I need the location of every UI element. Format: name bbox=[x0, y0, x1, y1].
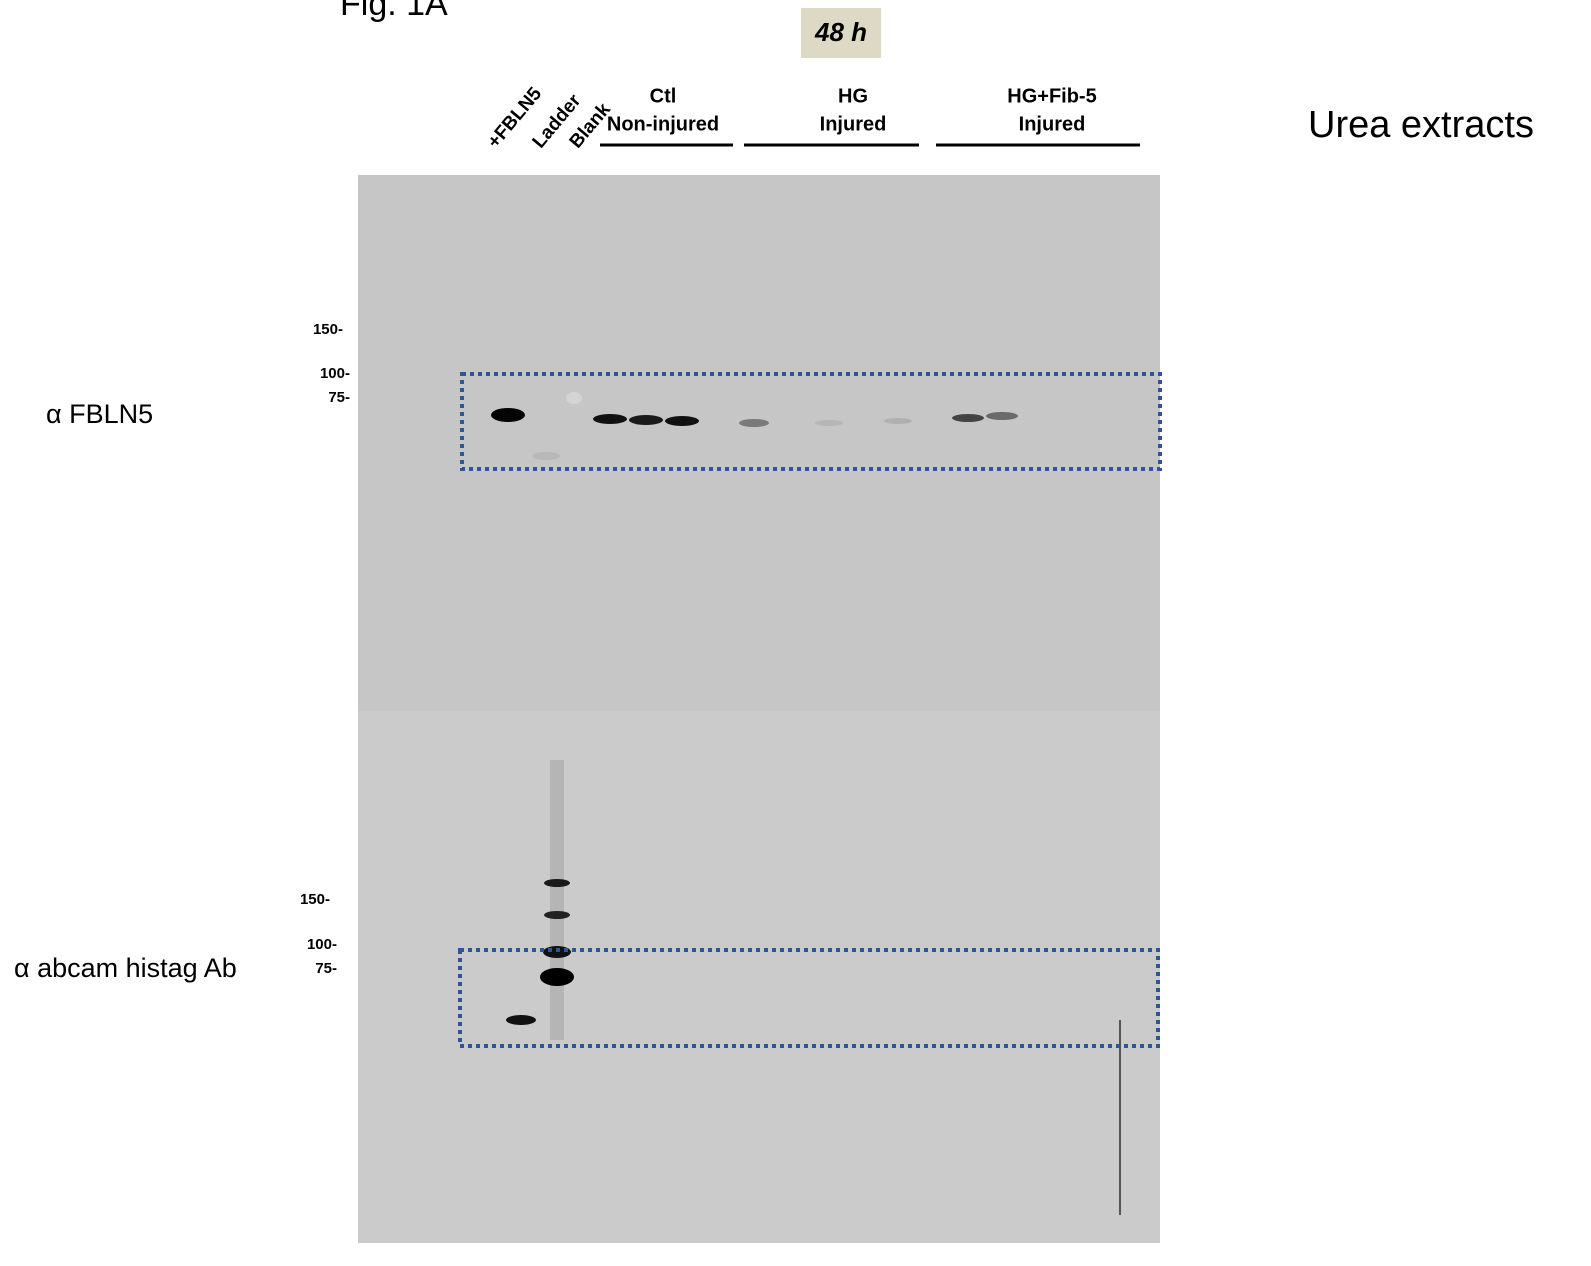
band bbox=[986, 412, 1018, 420]
timepoint: 48 h bbox=[814, 17, 867, 47]
band bbox=[566, 392, 582, 404]
antibody-label: α abcam histag Ab bbox=[14, 953, 237, 983]
blot-bottom bbox=[358, 711, 1160, 1243]
mw-marker: 100- bbox=[307, 936, 337, 953]
band bbox=[665, 416, 699, 426]
antibody-label: α FBLN5 bbox=[46, 399, 153, 429]
band bbox=[952, 414, 984, 422]
band bbox=[815, 420, 843, 426]
band bbox=[593, 414, 627, 424]
band bbox=[629, 415, 663, 425]
blot-top bbox=[358, 175, 1160, 711]
group-name: HG+Fib-5 bbox=[1007, 85, 1096, 107]
mw-marker: 100- bbox=[320, 365, 350, 382]
group-condition: Non-injured bbox=[607, 113, 719, 135]
mw-marker: 150- bbox=[313, 321, 343, 338]
band bbox=[884, 418, 912, 424]
band bbox=[540, 968, 574, 986]
extract-label: Urea extracts bbox=[1308, 104, 1534, 146]
group-condition: Injured bbox=[1019, 113, 1086, 135]
mw-marker: 75- bbox=[328, 389, 350, 406]
band bbox=[506, 1015, 536, 1025]
band bbox=[532, 452, 560, 460]
group-name: Ctl bbox=[650, 85, 677, 107]
band bbox=[544, 911, 570, 919]
band bbox=[491, 408, 525, 422]
band bbox=[739, 419, 769, 427]
figure: Fig. 1A 48 h Urea extracts +FBLN5 Ladder… bbox=[0, 0, 1591, 1261]
group-condition: Injured bbox=[820, 113, 887, 135]
mw-marker: 150- bbox=[300, 891, 330, 908]
figure-label: Fig. 1A bbox=[340, 0, 448, 23]
band bbox=[544, 879, 570, 887]
mw-marker: 75- bbox=[315, 960, 337, 977]
group-name: HG bbox=[838, 85, 868, 107]
